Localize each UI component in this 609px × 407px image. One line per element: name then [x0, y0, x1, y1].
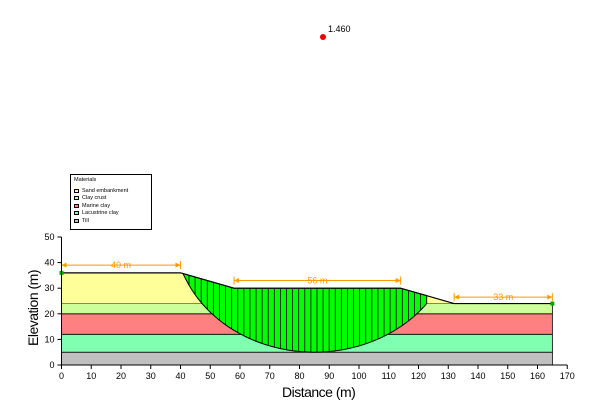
x-tick-label: 170: [560, 371, 575, 381]
dimension-label: 56 m: [307, 276, 327, 286]
x-tick-label: 160: [530, 371, 545, 381]
y-tick-label: 30: [44, 283, 54, 293]
y-tick-label: 0: [49, 360, 54, 370]
x-tick-label: 10: [86, 371, 96, 381]
x-tick-label: 0: [59, 371, 64, 381]
x-tick-label: 90: [324, 371, 334, 381]
dimension-arrow: [547, 294, 553, 300]
y-tick-label: 10: [44, 334, 54, 344]
y-tick-label: 20: [44, 309, 54, 319]
legend-swatch: [74, 203, 79, 208]
dimension-arrow: [395, 278, 401, 284]
x-tick-label: 60: [235, 371, 245, 381]
dimension-arrow: [61, 262, 67, 268]
y-axis-title: Elevation (m): [25, 270, 41, 346]
legend-label: Till: [82, 217, 89, 224]
legend-label: Marine clay: [82, 202, 111, 209]
y-tick-label: 40: [44, 258, 54, 268]
x-tick-label: 80: [294, 371, 304, 381]
x-tick-label: 20: [116, 371, 126, 381]
legend-swatch: [74, 218, 79, 223]
legend-label: Clay crust: [82, 195, 107, 202]
legend-item-lacustrine-clay: Lacustrine clay: [74, 210, 148, 218]
x-tick-label: 110: [382, 371, 396, 381]
x-tick-label: 150: [500, 371, 515, 381]
legend-swatch: [74, 196, 79, 201]
legend-title: Materials: [74, 177, 97, 183]
y-tick-label: 50: [44, 232, 54, 242]
legend-item-sand-embankment: Sand embankment: [74, 187, 148, 195]
x-axis-title: Distance (m): [282, 384, 356, 400]
factor-of-safety-label: 1.460: [328, 24, 351, 34]
materials-legend: Materials Sand embankment Clay crust Mar…: [70, 174, 152, 230]
right-end-marker: [550, 301, 555, 306]
slip-center-point: [320, 34, 326, 40]
x-tick-label: 130: [441, 371, 456, 381]
legend-item-clay-crust: Clay crust: [74, 195, 148, 203]
dimension-arrow: [175, 262, 181, 268]
legend-item-marine-clay: Marine clay: [74, 202, 148, 210]
legend-swatch: [74, 211, 79, 216]
ground-surface-line: [61, 272, 553, 305]
dimension-label: 33 m: [493, 292, 513, 302]
x-tick-label: 40: [175, 371, 185, 381]
x-tick-label: 140: [470, 371, 485, 381]
legend-label: Lacustrine clay: [82, 210, 119, 217]
legend-label: Sand embankment: [82, 187, 129, 194]
x-tick-label: 50: [205, 371, 215, 381]
dimension-arrow: [234, 278, 240, 284]
x-tick-label: 30: [146, 371, 156, 381]
legend-swatch: [74, 188, 79, 193]
dimension-arrow: [454, 294, 460, 300]
till-layer: [61, 351, 553, 366]
dimension-label: 40 m: [111, 260, 131, 270]
legend-item-till: Till: [74, 217, 148, 225]
x-tick-label: 70: [265, 371, 275, 381]
x-tick-label: 120: [411, 371, 426, 381]
x-tick-label: 100: [351, 371, 366, 381]
